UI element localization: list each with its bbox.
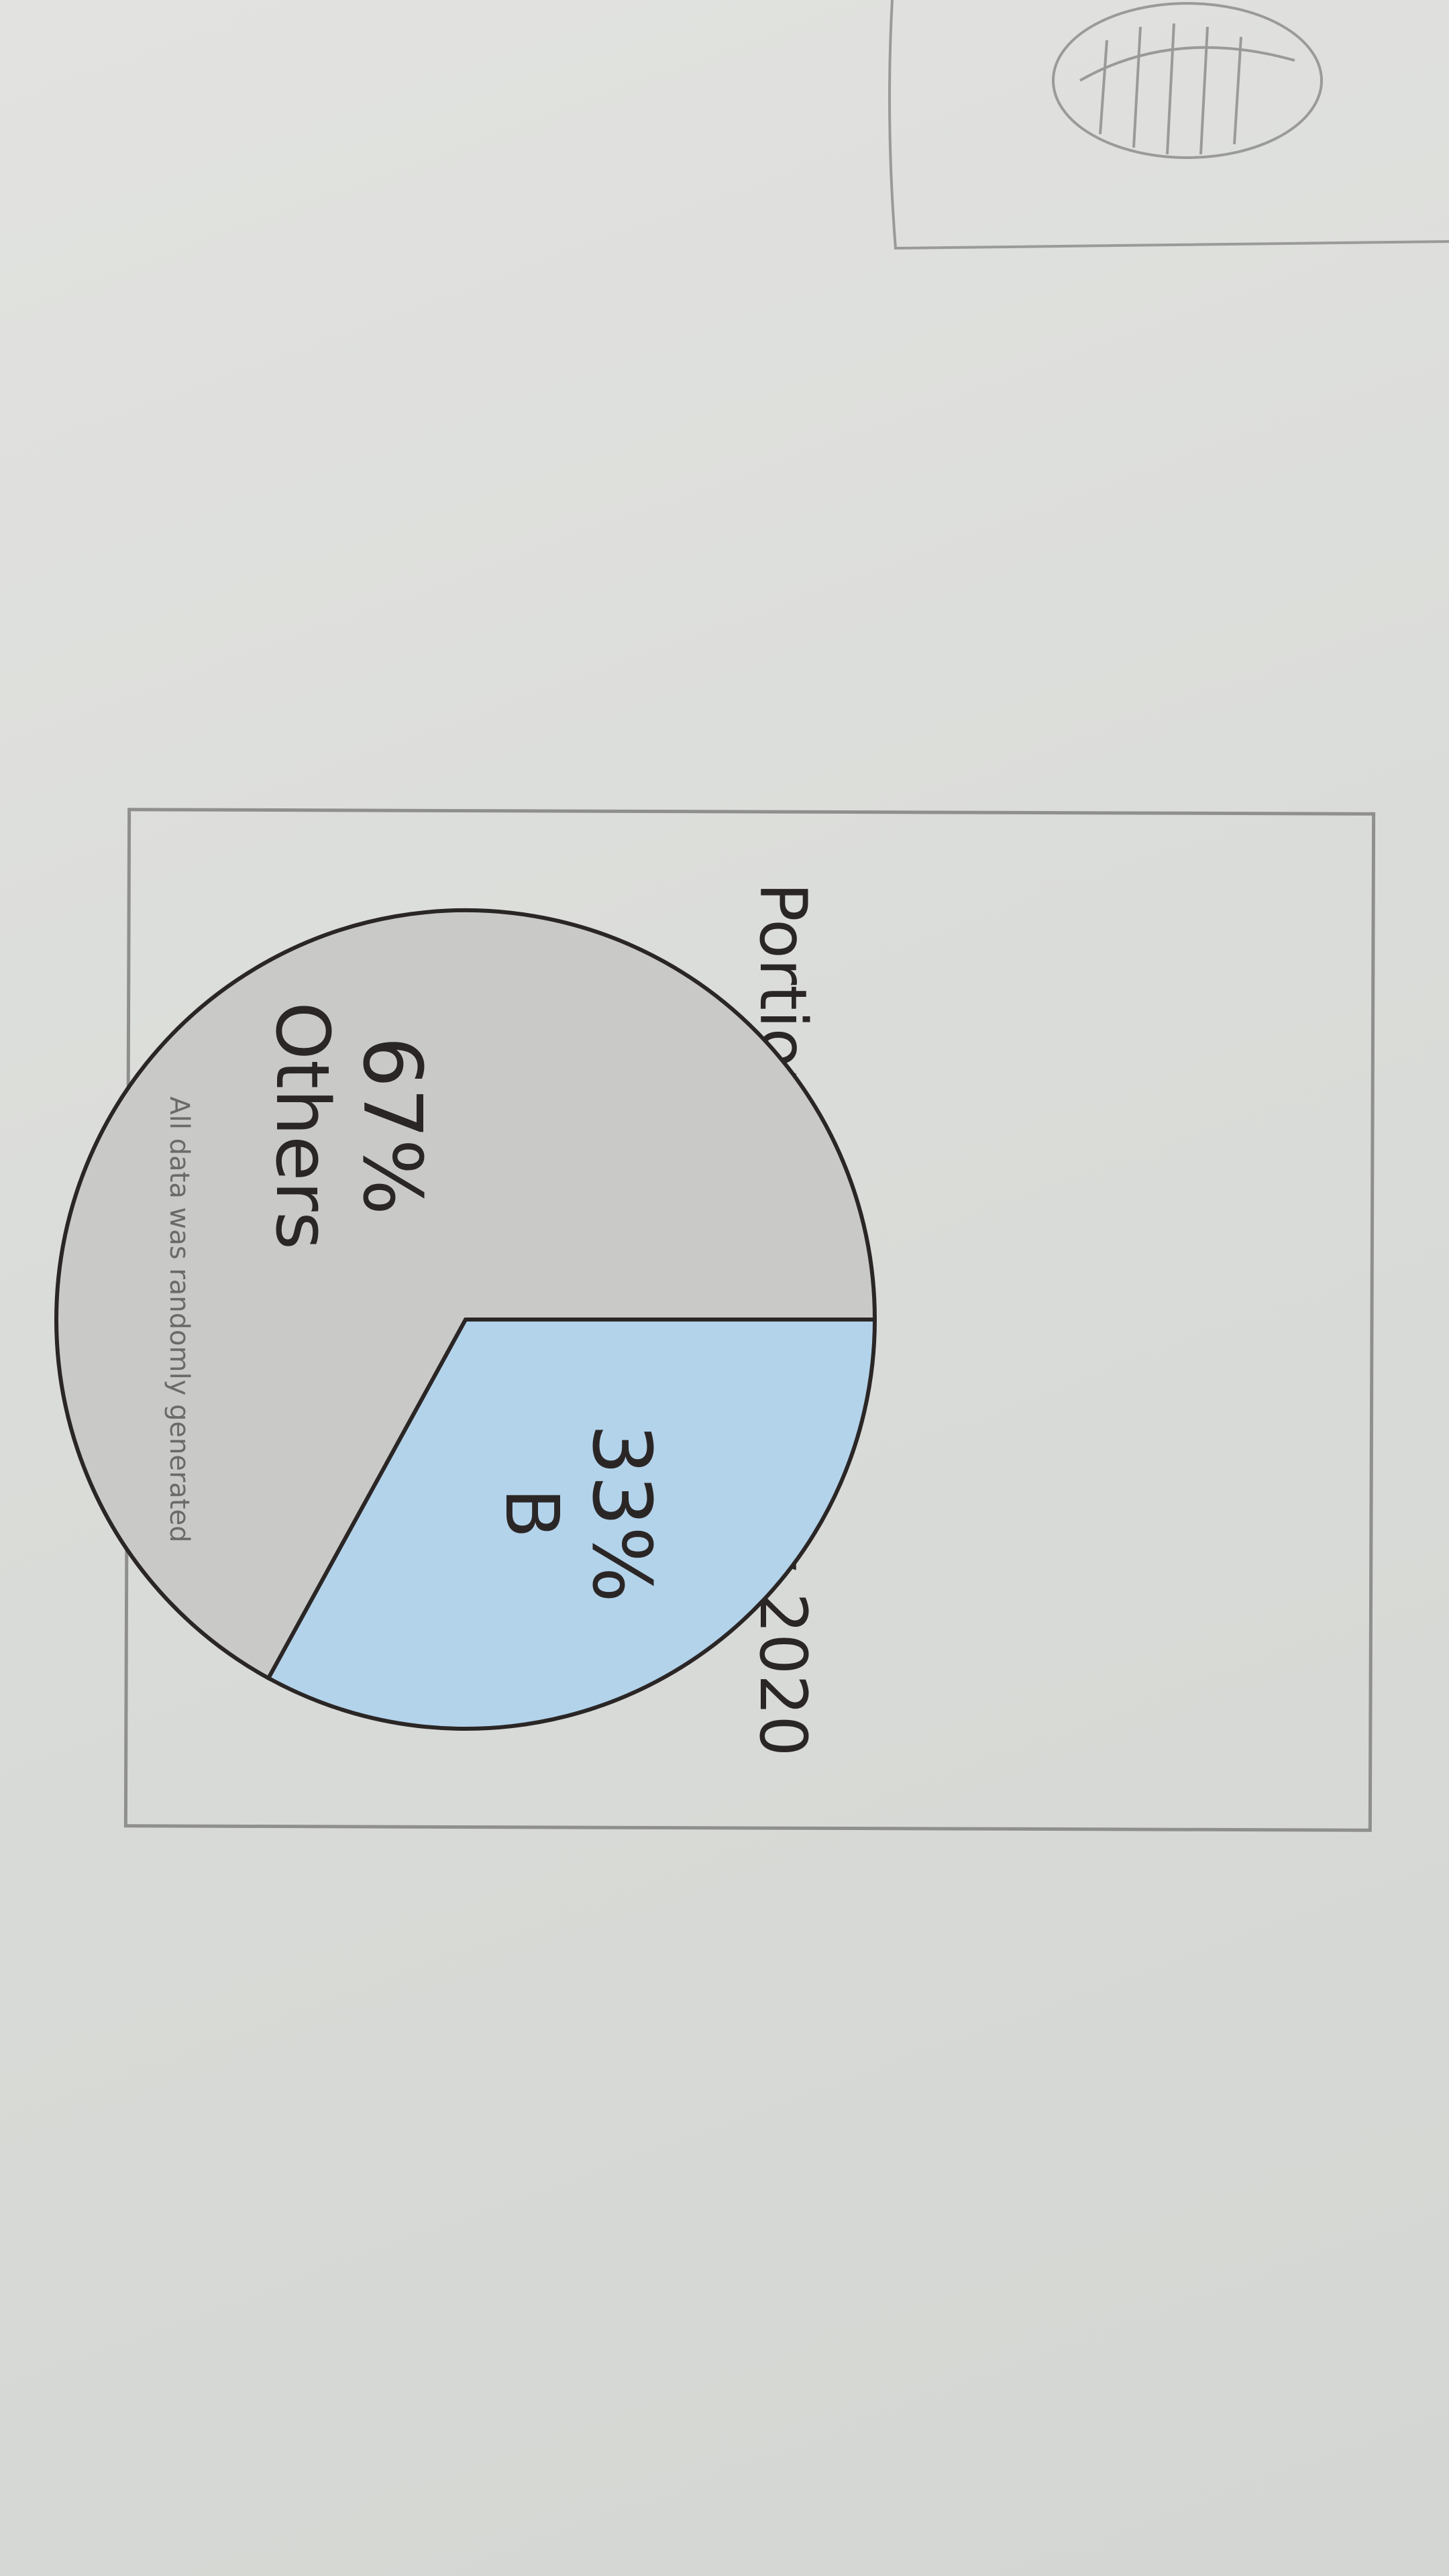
pie-chart: 33%B 67%Others: [54, 908, 877, 1731]
slice-value-label-others: 67%: [345, 1036, 438, 1216]
corner-sketch: [888, 0, 1449, 250]
slice-name-label-others: Others: [260, 1002, 345, 1250]
footnote: All data was randomly generated: [164, 1096, 195, 1542]
pie-slice-others: [54, 908, 877, 1681]
slice-value-label-b: 33%: [574, 1424, 667, 1603]
slice-name-label-b: B: [489, 1488, 575, 1538]
pie-slice-b: [266, 1318, 877, 1731]
